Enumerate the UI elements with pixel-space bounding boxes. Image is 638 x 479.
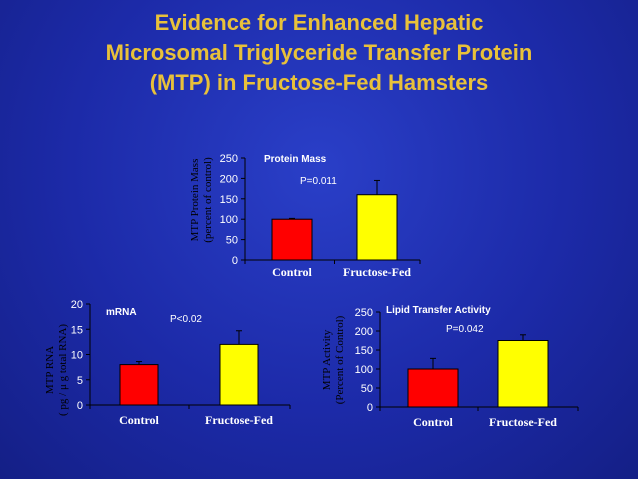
y-tick-label: 100 (355, 364, 373, 376)
p-value-annotation: P=0.011 (300, 176, 337, 187)
y-axis-label-line: (percent of control) (202, 157, 214, 243)
y-axis-label-line: MTP Protein Mass (189, 159, 201, 242)
y-tick-label: 10 (71, 350, 83, 362)
y-tick-label: 50 (226, 235, 238, 247)
y-tick-label: 20 (71, 299, 83, 311)
y-axis-label-line: MTP RNA (44, 346, 56, 394)
y-axis-label: MTP RNA( pg / μ g total RNA) (44, 324, 69, 416)
bar-fructose-fed (356, 194, 398, 261)
y-axis-label: MTP Activity(Percent of Control) (321, 315, 346, 404)
y-axis-label-line: ( pg / μ g total RNA) (57, 324, 69, 416)
y-tick-label: 150 (355, 345, 373, 357)
category-label-fructose-fed: Fructose-Fed (489, 415, 557, 429)
y-tick-label: 50 (361, 383, 373, 395)
y-tick-label: 0 (77, 400, 83, 412)
y-tick-label: 200 (355, 326, 373, 338)
chart-title: Lipid Transfer Activity (386, 305, 491, 316)
chart-title: Protein Mass (264, 154, 327, 165)
y-axis-label: MTP Protein Mass(percent of control) (189, 157, 214, 243)
slide-title-line-2: Microsomal Triglyceride Transfer Protein (105, 40, 533, 65)
category-label-control: Control (413, 415, 453, 429)
y-axis-label-line: (Percent of Control) (334, 315, 346, 404)
slide-title-line-1: Evidence for Enhanced Hepatic (154, 10, 484, 35)
bar-control (271, 218, 313, 261)
p-value-annotation: P=0.042 (446, 324, 484, 335)
category-label-fructose-fed: Fructose-Fed (205, 413, 273, 427)
category-label-control: Control (272, 265, 312, 279)
y-tick-label: 100 (220, 214, 238, 226)
slide-title-line-3: (MTP) in Fructose-Fed Hamsters (149, 70, 489, 95)
slide-title: Evidence for Enhanced Hepatic Microsomal… (0, 8, 638, 98)
bar-fructose-fed (219, 343, 259, 406)
y-tick-label: 5 (77, 375, 83, 387)
y-tick-label: 250 (220, 153, 238, 165)
y-tick-label: 15 (71, 324, 83, 336)
p-value-annotation: P<0.02 (170, 314, 202, 325)
bar-control (407, 368, 459, 408)
y-tick-label: 0 (232, 255, 238, 267)
chart-title: mRNA (106, 307, 137, 318)
y-tick-label: 250 (355, 307, 373, 319)
y-tick-label: 150 (220, 194, 238, 206)
category-label-control: Control (119, 413, 159, 427)
y-tick-label: 200 (220, 173, 238, 185)
y-tick-label: 0 (367, 402, 373, 414)
y-axis-label-line: MTP Activity (321, 329, 333, 390)
bar-fructose-fed (497, 340, 549, 408)
category-label-fructose-fed: Fructose-Fed (343, 265, 411, 279)
